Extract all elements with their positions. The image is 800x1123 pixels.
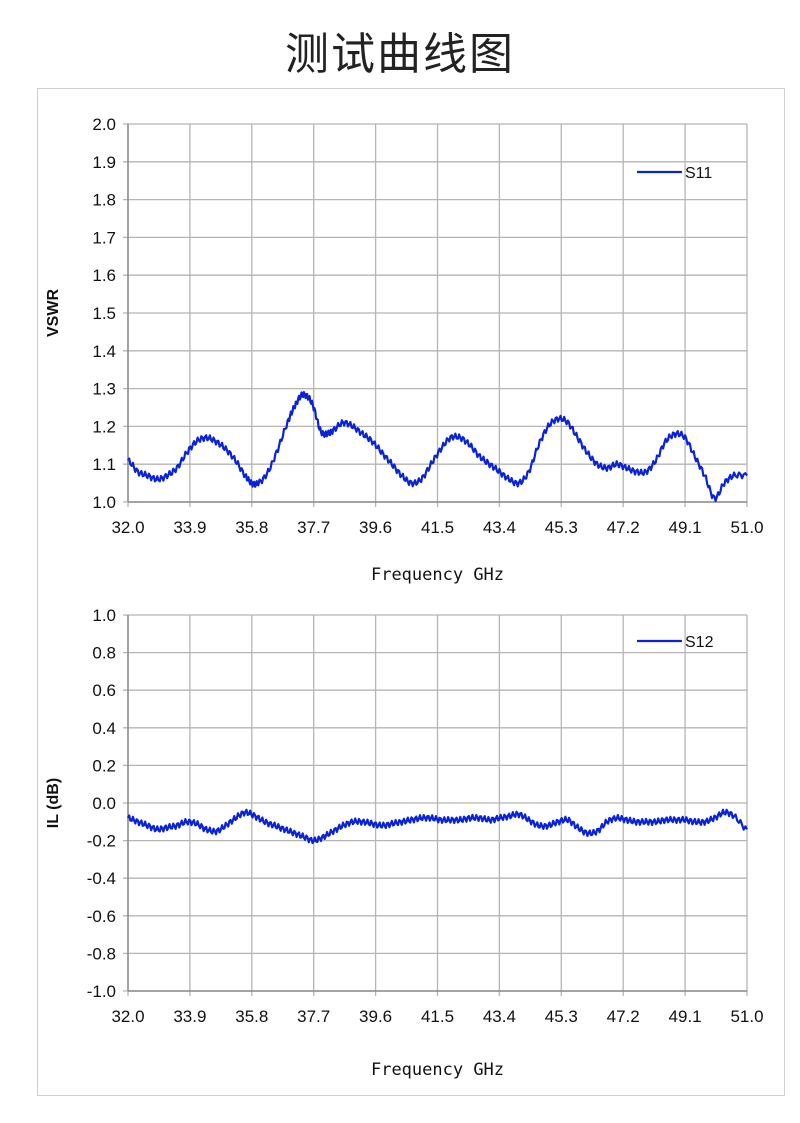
- y-tick-label: 1.4: [92, 342, 116, 361]
- x-tick-label: 32.0: [111, 518, 144, 537]
- y-tick-label: 2.0: [92, 115, 116, 134]
- y-tick-label: 1.1: [92, 455, 116, 474]
- y-tick-label: 0.0: [92, 794, 116, 813]
- page-title: 测试曲线图: [285, 29, 515, 80]
- chart-1: 32.0 33.9 35.8 37.7 39.6 41.5 43.4 45.3 47.2 49.1…: [45, 115, 764, 585]
- x-tick-label: 43.4: [483, 518, 516, 537]
- x-tick-label: 43.4: [483, 1007, 516, 1026]
- x-tick-label: 41.5: [421, 1007, 454, 1026]
- y-axis-label: VSWR: [45, 289, 62, 337]
- series-line-s11: [127, 391, 748, 503]
- x-tick-label: 35.8: [235, 1007, 268, 1026]
- y-axis-label: IL (dB): [45, 778, 62, 828]
- x-tick-label: 32.0: [111, 1007, 144, 1026]
- x-tick-label: 51.0: [730, 518, 763, 537]
- x-tick-label: 35.8: [235, 518, 268, 537]
- x-axis-label: Frequency GHz: [371, 565, 504, 585]
- x-tick-label: 49.1: [669, 518, 702, 537]
- y-tick-label: -1.0: [87, 982, 116, 1001]
- y-tick-label: 0.4: [92, 719, 116, 738]
- legend-label: S11: [685, 165, 712, 182]
- y-tick-label: -0.6: [87, 907, 116, 926]
- y-tick-label: -0.8: [87, 944, 116, 963]
- x-tick-label: 49.1: [669, 1007, 702, 1026]
- chart-2: 32.0 33.9 35.8 37.7 39.6 41.5 43.4 45.3 47.2 49.1…: [45, 606, 764, 1080]
- y-tick-label: -0.2: [87, 832, 116, 851]
- y-tick-label: 1.0: [92, 493, 116, 512]
- x-tick-label: 33.9: [173, 518, 206, 537]
- y-tick-label: 0.8: [92, 644, 116, 663]
- x-tick-label: 47.2: [607, 518, 640, 537]
- y-tick-label: 1.3: [92, 380, 116, 399]
- y-tick-label: -0.4: [87, 869, 116, 888]
- x-tick-label: 41.5: [421, 518, 454, 537]
- x-tick-label: 37.7: [297, 518, 330, 537]
- y-tick-label: 1.9: [92, 153, 116, 172]
- x-tick-label: 45.3: [545, 1007, 578, 1026]
- x-axis-label: Frequency GHz: [371, 1060, 504, 1080]
- series-line-s12: [127, 808, 748, 845]
- x-tick-label: 51.0: [730, 1007, 763, 1026]
- x-tick-label: 37.7: [297, 1007, 330, 1026]
- x-tick-label: 39.6: [359, 518, 392, 537]
- y-tick-label: 1.6: [92, 266, 116, 285]
- x-tick-label: 39.6: [359, 1007, 392, 1026]
- y-tick-label: 1.2: [92, 417, 116, 436]
- x-tick-label: 45.3: [545, 518, 578, 537]
- y-tick-label: 1.5: [92, 304, 116, 323]
- x-tick-label: 47.2: [607, 1007, 640, 1026]
- y-tick-label: 1.0: [92, 606, 116, 625]
- y-tick-label: 1.7: [92, 228, 116, 247]
- x-tick-label: 33.9: [173, 1007, 206, 1026]
- y-tick-label: 0.6: [92, 681, 116, 700]
- chart-frame: [37, 88, 785, 1096]
- legend-label: S12: [685, 634, 714, 651]
- y-tick-label: 1.8: [92, 191, 116, 210]
- y-tick-label: 0.2: [92, 756, 116, 775]
